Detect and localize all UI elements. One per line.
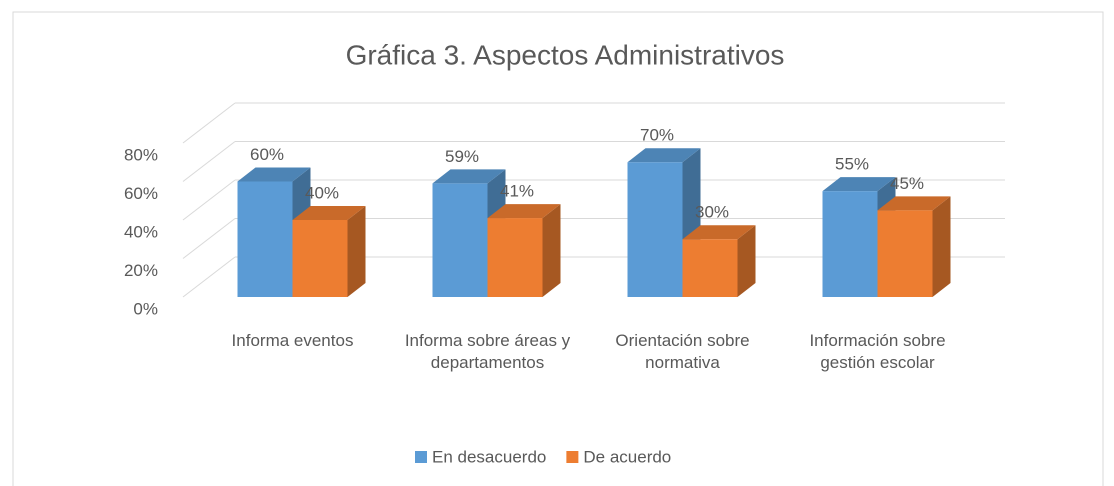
data-label: 40% xyxy=(305,183,339,202)
data-label: 60% xyxy=(250,145,284,164)
data-label: 45% xyxy=(890,174,924,193)
bar-top xyxy=(292,206,366,220)
y-tick-label: 40% xyxy=(124,222,158,241)
bar xyxy=(237,181,293,297)
data-label: 30% xyxy=(695,203,729,222)
bar xyxy=(682,239,738,297)
chart-title: Gráfica 3. Aspectos Administrativos xyxy=(346,39,785,70)
grid-line xyxy=(182,218,236,259)
bar-top xyxy=(487,204,561,219)
data-label: 59% xyxy=(445,147,479,166)
legend-label: De acuerdo xyxy=(583,447,671,466)
legend-swatch xyxy=(566,451,579,463)
bar-side xyxy=(347,206,366,297)
bar xyxy=(822,191,878,297)
data-label: 41% xyxy=(500,182,534,201)
bar-top xyxy=(237,167,311,182)
bar-top xyxy=(822,177,896,192)
bar xyxy=(877,210,933,297)
y-tick-label: 60% xyxy=(124,184,158,203)
grid-line xyxy=(182,141,236,182)
y-tick-label: 20% xyxy=(124,261,158,280)
x-tick-label: Informa sobre áreas y departamentos xyxy=(404,331,571,372)
bar-side xyxy=(542,204,561,297)
grid-line xyxy=(182,179,236,221)
bar-top xyxy=(627,148,701,163)
bar xyxy=(292,220,348,297)
grid-line xyxy=(182,102,236,144)
x-tick-label: Orientación sobre normativa xyxy=(615,331,750,372)
bar xyxy=(627,162,683,297)
bar xyxy=(432,183,488,297)
x-tick-label: Informa eventos xyxy=(231,331,354,350)
grid-line xyxy=(182,256,236,298)
bar-side xyxy=(737,225,756,297)
bar-top xyxy=(877,196,951,211)
x-tick-label: Información sobre gestión escolar xyxy=(809,331,946,372)
bar xyxy=(487,218,543,297)
bar-top xyxy=(682,225,756,240)
y-tick-label: 0% xyxy=(133,299,158,318)
bar-top xyxy=(432,169,506,184)
legend-swatch xyxy=(415,451,427,463)
data-label: 70% xyxy=(640,126,674,145)
legend-label: En desacuerdo xyxy=(432,447,546,466)
bar-side xyxy=(932,196,951,297)
chart-border xyxy=(12,11,1104,486)
y-tick-label: 80% xyxy=(124,145,158,164)
data-label: 55% xyxy=(835,155,869,174)
